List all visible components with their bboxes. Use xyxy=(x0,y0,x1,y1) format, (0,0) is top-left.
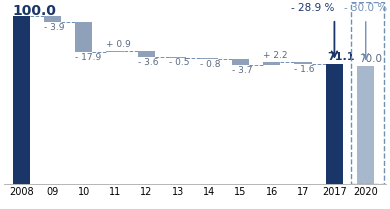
Text: - 0.8: - 0.8 xyxy=(200,60,221,69)
Bar xyxy=(263,61,280,65)
Bar xyxy=(169,57,186,58)
Text: - 0.5: - 0.5 xyxy=(169,59,190,68)
Text: 70.0: 70.0 xyxy=(359,54,382,64)
Text: - 17.9: - 17.9 xyxy=(75,53,101,62)
Text: - 30.0 %: - 30.0 % xyxy=(344,3,387,13)
Bar xyxy=(294,61,312,64)
Bar xyxy=(200,58,218,59)
Text: - 28.9 %: - 28.9 % xyxy=(291,3,334,13)
Bar xyxy=(12,15,30,184)
Text: - 3.9: - 3.9 xyxy=(44,23,64,32)
Text: - 1.6: - 1.6 xyxy=(294,65,315,74)
Text: - 3.7: - 3.7 xyxy=(232,66,252,75)
Bar xyxy=(106,51,124,52)
Bar xyxy=(44,15,61,22)
Text: 71.1: 71.1 xyxy=(327,52,355,62)
Text: 100.0: 100.0 xyxy=(12,4,57,18)
Bar xyxy=(138,51,155,57)
Bar xyxy=(326,64,343,184)
Text: - 3.6: - 3.6 xyxy=(138,58,158,67)
Text: + 0.9: + 0.9 xyxy=(106,40,131,49)
Bar xyxy=(357,66,374,184)
Bar xyxy=(232,59,249,65)
Text: + 2.2: + 2.2 xyxy=(263,51,288,60)
Bar xyxy=(75,22,92,52)
